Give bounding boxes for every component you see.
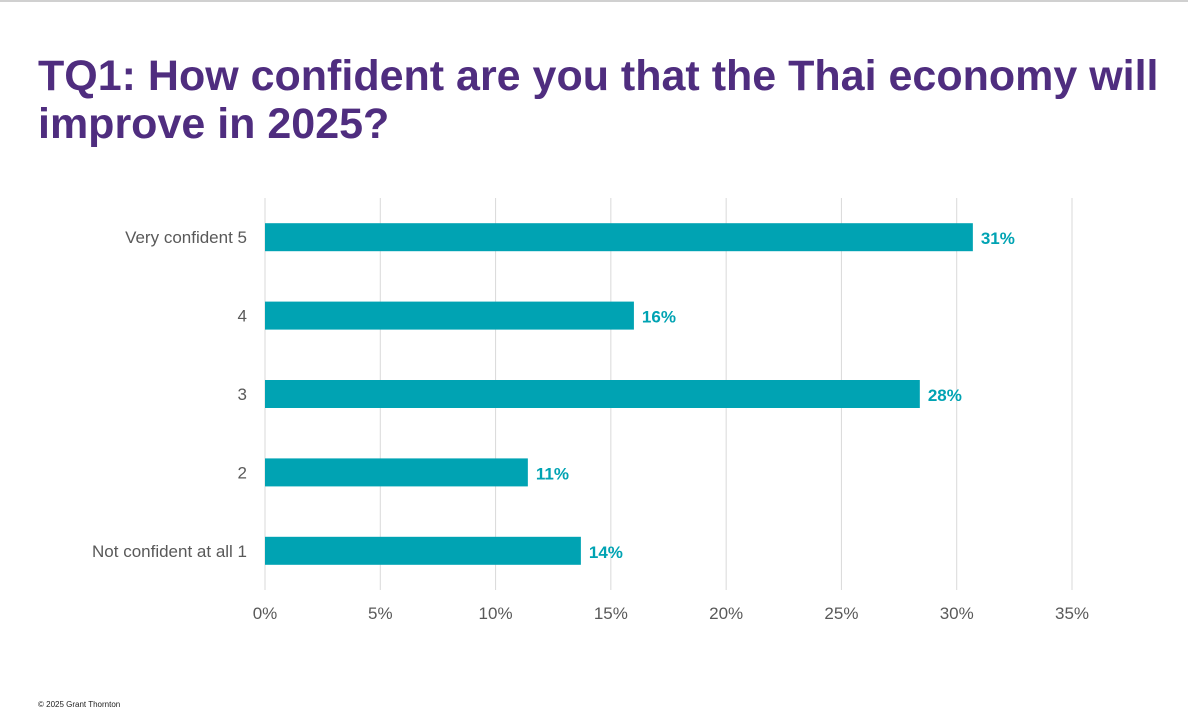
x-tick-label: 25% (824, 604, 858, 623)
category-label: Very confident 5 (125, 228, 247, 247)
category-label: 2 (238, 463, 247, 482)
x-tick-label: 20% (709, 604, 743, 623)
x-tick-label: 5% (368, 604, 393, 623)
x-tick-label: 10% (479, 604, 513, 623)
bar (265, 536, 581, 565)
bar (265, 458, 528, 487)
data-label: 16% (642, 308, 676, 327)
category-label: Not confident at all 1 (92, 542, 247, 561)
data-label: 14% (589, 543, 623, 562)
x-tick-label: 15% (594, 604, 628, 623)
category-label: 4 (238, 307, 247, 326)
slide-title: TQ1: How confident are you that the Thai… (38, 52, 1159, 148)
copyright-footer: © 2025 Grant Thornton (38, 700, 121, 709)
bar (265, 301, 634, 330)
data-label: 28% (928, 386, 962, 405)
data-label: 11% (536, 464, 569, 483)
data-label: 31% (981, 229, 1015, 248)
x-tick-label: 35% (1055, 604, 1089, 623)
x-tick-label: 0% (253, 604, 278, 623)
bar (265, 380, 920, 408)
bar (265, 223, 973, 252)
top-rule (0, 0, 1188, 2)
x-tick-label: 30% (940, 604, 974, 623)
category-label: 3 (238, 385, 247, 404)
